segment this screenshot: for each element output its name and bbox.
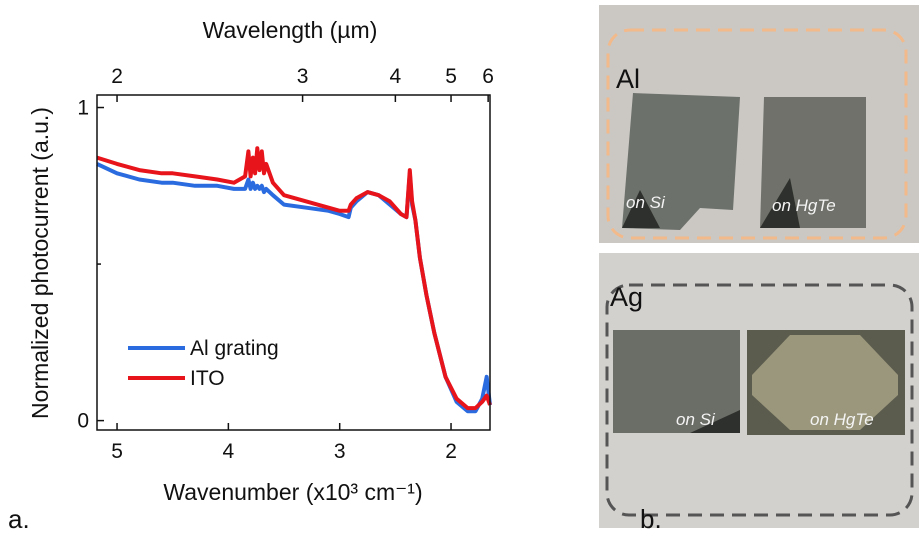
sample-label: on HgTe <box>772 196 836 215</box>
x-tick-label: 2 <box>445 440 457 463</box>
sample-pattern <box>752 335 898 430</box>
y-tick-label: 1 <box>77 97 89 120</box>
sample-label: on Si <box>626 193 666 212</box>
photo-al: Al on Si on HgTe <box>599 5 919 243</box>
x2-tick-label: 6 <box>482 65 494 88</box>
y-axis-label: Normalized photocurrent (a.u.) <box>27 107 53 419</box>
plot-frame <box>96 94 491 431</box>
photo-label: Al <box>616 64 640 94</box>
x-tick-label: 5 <box>111 440 123 463</box>
sample-label: on HgTe <box>810 410 874 429</box>
x2-tick-label: 2 <box>111 65 123 88</box>
legend-label: Al grating <box>190 337 279 360</box>
legend-label: ITO <box>190 367 225 390</box>
x-tick-label: 4 <box>223 440 235 463</box>
sample-label: on Si <box>676 410 716 429</box>
photo-label: Ag <box>610 282 643 312</box>
x-axis-label: Wavenumber (x10³ cm⁻¹) <box>163 479 422 505</box>
y-tick-label: 0 <box>77 410 89 433</box>
x2-tick-label: 3 <box>297 65 309 88</box>
x2-axis-label: Wavelength (µm) <box>203 17 378 43</box>
photo-ag: Ag on Si on HgTe <box>599 253 919 528</box>
sample-corner <box>690 410 740 433</box>
sample-corner <box>622 190 660 228</box>
x-tick-label: 3 <box>334 440 346 463</box>
dashed-frame <box>605 283 914 517</box>
data-line <box>96 146 492 411</box>
data-line <box>96 162 492 414</box>
panel-label: b. <box>640 504 662 534</box>
panel-label: a. <box>8 504 30 534</box>
sample-corner <box>760 178 800 228</box>
sample-piece <box>622 93 740 230</box>
x2-tick-label: 4 <box>390 65 402 88</box>
sample-piece <box>613 330 740 433</box>
x2-tick-label: 5 <box>445 65 457 88</box>
